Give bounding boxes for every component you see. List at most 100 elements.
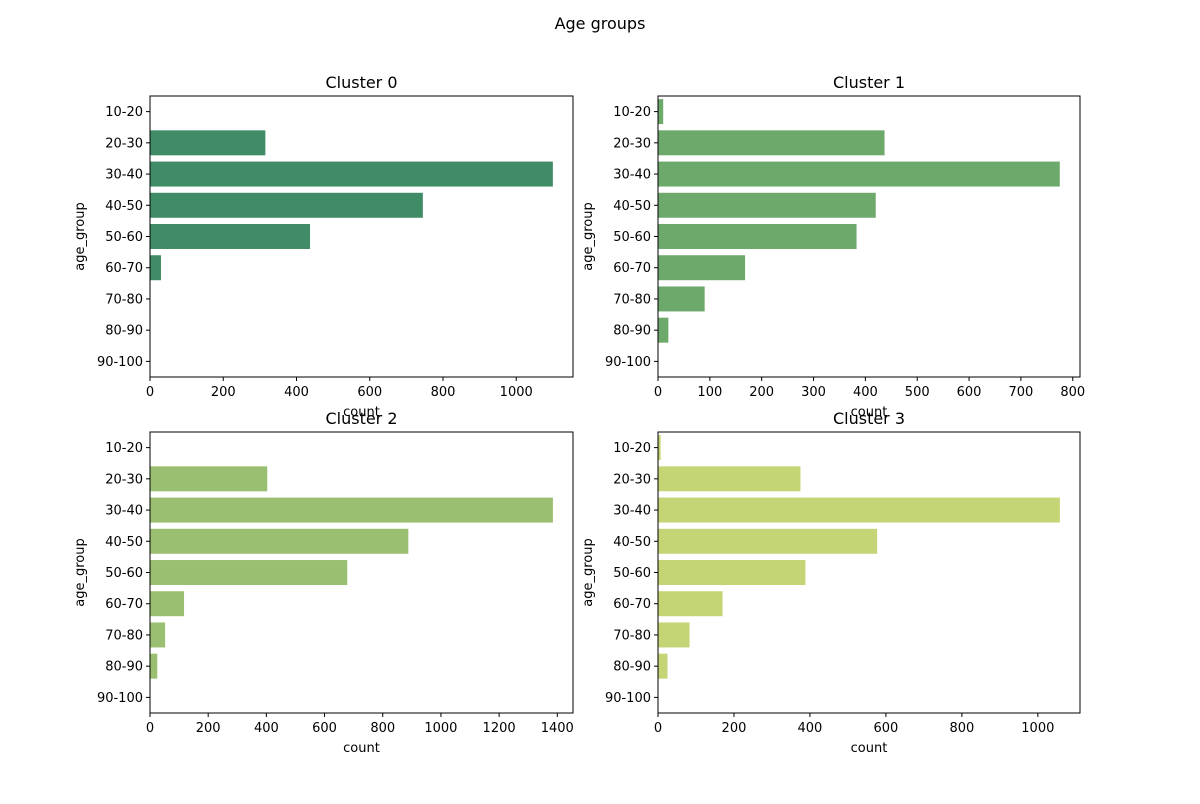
subplot-title: Cluster 1 (833, 73, 905, 92)
y-axis-label: age_group (73, 202, 88, 270)
x-tick-label: 400 (284, 385, 309, 400)
subplot-title: Cluster 2 (325, 409, 397, 428)
bar-40-50 (150, 528, 409, 554)
x-axis-label: count (851, 741, 888, 756)
y-tick-label: 20-30 (105, 136, 143, 151)
y-tick-label: 30-40 (105, 504, 143, 519)
x-tick-label: 200 (749, 385, 774, 400)
y-tick-label: 10-20 (613, 441, 651, 456)
y-tick-label: 70-80 (613, 292, 651, 307)
subplot-2: 10-20 20-30 30-40 40-50 50-60 60-70 70-80 80-90… (73, 409, 574, 756)
x-tick-label: 0 (146, 385, 154, 400)
x-tick-label: 800 (370, 721, 395, 736)
bar-40-50 (658, 192, 876, 218)
x-tick-label: 400 (853, 385, 878, 400)
bar-20-30 (150, 466, 268, 492)
y-tick-label: 10-20 (105, 441, 143, 456)
x-tick-label: 600 (357, 385, 382, 400)
bar-60-70 (150, 591, 185, 617)
y-tick-label: 60-70 (613, 261, 651, 276)
x-tick-label: 200 (196, 721, 221, 736)
y-tick-label: 60-70 (105, 261, 143, 276)
x-tick-label: 400 (254, 721, 279, 736)
y-tick-label: 40-50 (105, 199, 143, 214)
y-axis-label: age_group (581, 538, 596, 606)
x-tick-label: 600 (873, 721, 898, 736)
y-tick-label: 30-40 (613, 504, 651, 519)
y-tick-label: 80-90 (105, 660, 143, 675)
figure-title: Age groups (554, 14, 646, 33)
bar-10-20 (658, 435, 661, 461)
bar-40-50 (658, 528, 878, 554)
y-tick-label: 20-30 (105, 472, 143, 487)
bar-60-70 (658, 591, 723, 617)
y-tick-label: 60-70 (613, 597, 651, 612)
bar-60-70 (658, 255, 746, 281)
y-tick-label: 40-50 (613, 199, 651, 214)
x-tick-label: 1400 (541, 721, 574, 736)
y-tick-label: 90-100 (605, 691, 651, 706)
y-tick-label: 70-80 (613, 628, 651, 643)
x-tick-label: 400 (798, 721, 823, 736)
x-tick-label: 1000 (500, 385, 533, 400)
y-tick-label: 30-40 (105, 168, 143, 183)
bar-40-50 (150, 192, 423, 218)
x-axis-label: count (851, 405, 888, 420)
x-tick-label: 500 (905, 385, 930, 400)
bar-50-60 (150, 560, 348, 585)
bar-30-40 (150, 497, 553, 523)
y-tick-label: 30-40 (613, 168, 651, 183)
x-tick-label: 1200 (483, 721, 516, 736)
bar-20-30 (150, 130, 266, 156)
subplot-title: Cluster 0 (325, 73, 397, 92)
y-tick-label: 20-30 (613, 136, 651, 151)
x-tick-label: 200 (211, 385, 236, 400)
x-tick-label: 0 (146, 721, 154, 736)
bar-30-40 (150, 161, 553, 187)
y-tick-label: 60-70 (105, 597, 143, 612)
bar-20-30 (658, 466, 801, 492)
bar-50-60 (658, 224, 857, 249)
y-tick-label: 50-60 (613, 566, 651, 581)
x-axis-label: count (343, 741, 380, 756)
bar-70-80 (658, 286, 705, 312)
y-tick-label: 50-60 (105, 566, 143, 581)
y-tick-label: 40-50 (105, 535, 143, 550)
x-axis-label: count (343, 405, 380, 420)
bar-20-30 (658, 130, 885, 156)
x-tick-label: 300 (801, 385, 826, 400)
subplot-title: Cluster 3 (833, 409, 905, 428)
x-tick-label: 0 (654, 721, 662, 736)
subplot-1: 10-20 20-30 30-40 40-50 50-60 60-70 70-80 80-90… (581, 73, 1085, 420)
bar-70-80 (658, 622, 690, 648)
bar-10-20 (658, 99, 664, 125)
bar-70-80 (150, 622, 166, 648)
bar-60-70 (150, 255, 161, 281)
x-tick-label: 600 (312, 721, 337, 736)
x-tick-label: 200 (722, 721, 747, 736)
y-tick-label: 70-80 (105, 292, 143, 307)
bar-80-90 (658, 317, 669, 343)
y-axis-label: age_group (73, 538, 88, 606)
y-tick-label: 80-90 (613, 660, 651, 675)
y-tick-label: 80-90 (105, 324, 143, 339)
y-tick-label: 10-20 (105, 105, 143, 120)
x-tick-label: 800 (949, 721, 974, 736)
x-tick-label: 600 (957, 385, 982, 400)
y-tick-label: 80-90 (613, 324, 651, 339)
y-tick-label: 50-60 (613, 230, 651, 245)
y-tick-label: 10-20 (613, 105, 651, 120)
x-tick-label: 800 (431, 385, 456, 400)
x-tick-label: 0 (654, 385, 662, 400)
bar-30-40 (658, 497, 1060, 523)
y-tick-label: 90-100 (97, 691, 143, 706)
y-tick-label: 50-60 (105, 230, 143, 245)
bar-80-90 (150, 653, 158, 679)
subplot-3: 10-20 20-30 30-40 40-50 50-60 60-70 70-80 80-90… (581, 409, 1081, 756)
x-tick-label: 1000 (1021, 721, 1054, 736)
subplot-0: 10-20 20-30 30-40 40-50 50-60 60-70 70-80 80-90… (73, 73, 574, 420)
x-tick-label: 700 (1008, 385, 1033, 400)
y-tick-label: 20-30 (613, 472, 651, 487)
